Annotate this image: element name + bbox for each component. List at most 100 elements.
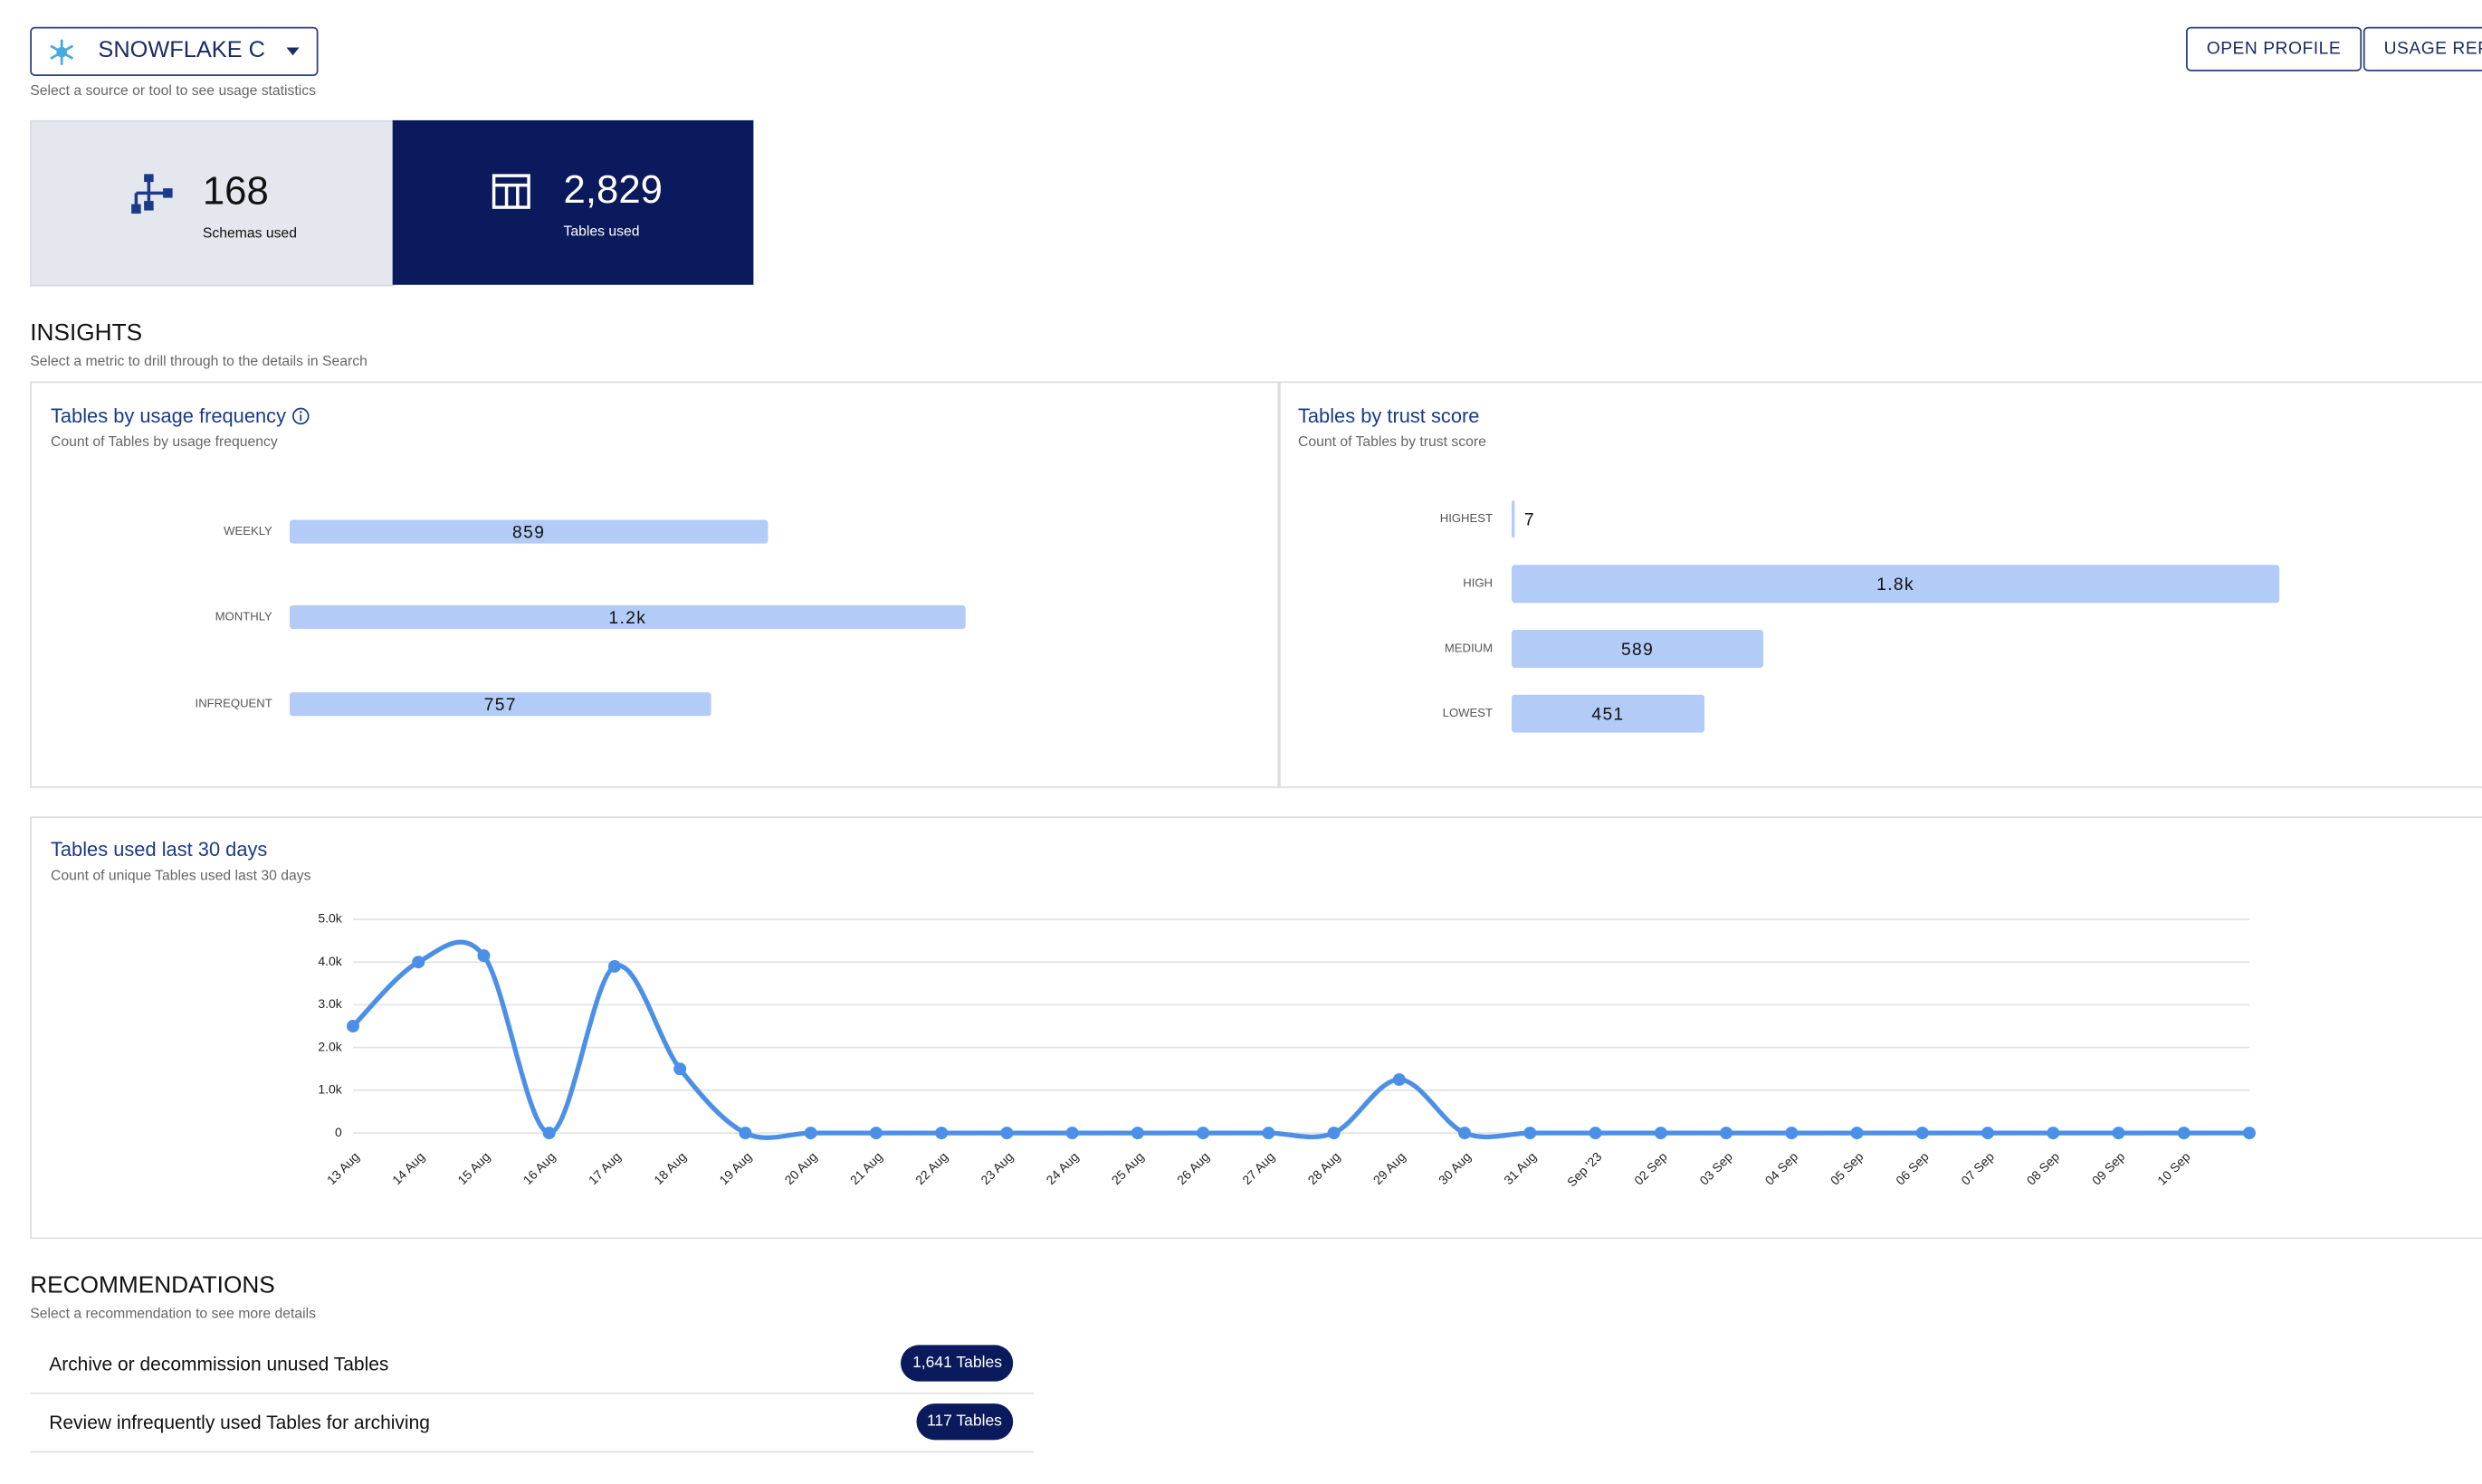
point [1262,1127,1275,1140]
point [477,949,491,963]
point [1327,1127,1341,1140]
y-tick-label: MONTHLY [215,609,272,623]
x-tick-label: 18 Aug [651,1149,689,1187]
x-tick-label: 03 Sep [1696,1149,1735,1188]
data-label: 859 [512,523,545,542]
schema-icon [131,174,173,214]
point [1392,1073,1406,1087]
x-tick-label: Sep '23 [1564,1149,1605,1190]
x-tick-label: 16 Aug [520,1149,558,1187]
point [1915,1127,1929,1140]
chart-card[interactable] [30,816,2482,1240]
bar [1512,565,2280,604]
x-tick-label: 08 Sep [2024,1149,2063,1188]
x-tick-label: 22 Aug [912,1149,950,1187]
x-tick-label: 02 Sep [1631,1149,1670,1188]
source-select[interactable]: SNOWFLAKE C [30,26,319,76]
chart-title: Tables by usage frequency [50,404,287,428]
stat-label: Tables used [563,223,640,240]
x-tick-label: 21 Aug [847,1149,885,1187]
recommendation[interactable]: Review infrequently used Tables for arch… [30,1394,1034,1453]
x-tick-label: 30 Aug [1436,1149,1474,1187]
chart-subtitle: Count of Tables by trust score [1297,433,1486,450]
point [1850,1127,1864,1140]
section-title: RECOMMENDATIONS [30,1271,275,1299]
chart-subtitle: Count of unique Tables used last 30 days [50,867,311,883]
data-label: 589 [1621,641,1654,660]
recommendation-text: Review infrequently used Tables for arch… [49,1411,430,1434]
point [1131,1127,1144,1140]
open-profile-button[interactable]: OPEN PROFILE [2185,26,2362,71]
section-subtitle: Select a metric to drill through to the … [30,352,368,369]
x-tick-label: 05 Sep [1828,1149,1866,1188]
chart-title: Tables by trust score [1297,404,1480,428]
chart-card[interactable] [1277,381,2482,788]
bar [290,692,711,717]
y-tick-label: HIGH [1463,576,1493,590]
x-tick-label: 24 Aug [1043,1149,1081,1187]
x-tick-label: 06 Sep [1893,1149,1932,1188]
point [935,1127,949,1140]
point [739,1127,752,1140]
recommendation-text: Archive or decommission unused Tables [49,1353,389,1375]
x-tick-label: 04 Sep [1762,1149,1801,1188]
point [1654,1127,1667,1140]
y-tick-label: 2.0k [318,1039,341,1053]
x-tick-label: 20 Aug [782,1149,820,1187]
point [2242,1127,2256,1140]
y-tick-label: 5.0k [318,911,341,926]
point [2177,1127,2191,1140]
point [346,1020,359,1033]
point [673,1062,687,1076]
x-tick-label: 07 Sep [1958,1149,1997,1188]
dropdown-arrow [286,47,300,56]
x-tick-label: 29 Aug [1370,1149,1408,1187]
data-label: 757 [484,696,517,715]
data-label: 451 [1591,705,1624,724]
bar [1512,629,1764,668]
point [542,1127,556,1140]
x-tick-label: 28 Aug [1304,1149,1342,1187]
x-tick-label: 14 Aug [389,1149,427,1187]
y-tick-label: 0 [335,1125,342,1139]
x-tick-label: 25 Aug [1109,1149,1147,1187]
helper-text: Select a source or tool to see usage sta… [30,81,317,99]
tables-stat[interactable]: 2,829 Tables used [392,119,754,285]
data-label: 1.2k [608,609,646,628]
x-tick-label: 09 Sep [2089,1149,2128,1188]
usage-report-button[interactable]: USAGE REPORT [2363,26,2482,71]
source-name: SNOWFLAKE C [98,37,265,63]
point [1589,1127,1602,1140]
chart-subtitle: Count of Tables by usage frequency [50,433,278,450]
y-tick-label: HIGHEST [1440,511,1493,525]
bar [1512,499,1515,538]
y-tick-label: LOWEST [1443,706,1493,719]
y-tick-label: WEEKLY [224,524,272,537]
chart-title: Tables used last 30 days [50,838,268,861]
point [1785,1127,1799,1140]
x-tick-label: 26 Aug [1174,1149,1212,1187]
x-tick-label: 17 Aug [586,1149,624,1187]
point [1981,1127,1994,1140]
section-title: INSIGHTS [30,319,143,347]
data-label: 7 [1524,510,1535,529]
schemas-stat[interactable]: 168 Schemas used [30,119,395,287]
y-tick-label: 1.0k [318,1082,341,1097]
info-icon[interactable] [291,406,310,425]
point [412,956,425,969]
bar [1512,694,1705,733]
point [2112,1127,2125,1140]
bar [290,519,768,544]
data-label: 1.8k [1876,576,1914,595]
point [869,1127,883,1140]
point [1000,1127,1014,1140]
chart-card[interactable] [30,381,1281,788]
x-tick-label: 19 Aug [716,1149,754,1187]
y-tick-label: 4.0k [318,954,341,968]
recommendation[interactable]: Archive or decommission unused Tables 1,… [30,1336,1034,1394]
point [1523,1127,1537,1140]
y-tick-label: INFREQUENT [196,697,272,710]
point [1720,1127,1733,1140]
